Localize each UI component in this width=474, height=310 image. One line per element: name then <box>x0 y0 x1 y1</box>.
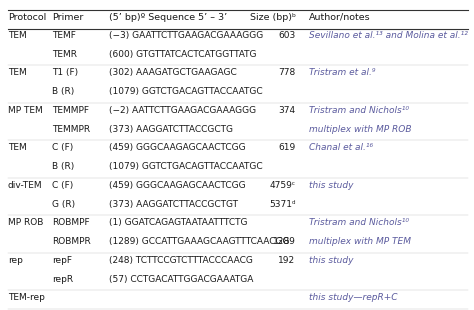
Text: TEM: TEM <box>8 69 27 78</box>
Text: div-TEM: div-TEM <box>8 181 43 190</box>
Text: MP ROB: MP ROB <box>8 219 44 228</box>
Text: T1 (F): T1 (F) <box>52 69 78 78</box>
Text: 1289: 1289 <box>273 237 295 246</box>
Text: C (F): C (F) <box>52 144 73 153</box>
Text: rep: rep <box>8 256 23 265</box>
Text: 5371ᵈ: 5371ᵈ <box>269 200 295 209</box>
Text: this study—repR+C: this study—repR+C <box>310 294 398 303</box>
Text: 619: 619 <box>278 144 295 153</box>
Text: repR: repR <box>52 275 73 284</box>
Text: multiplex with MP ROB: multiplex with MP ROB <box>310 125 412 134</box>
Text: (1079) GGTCTGACAGTTACCAATGC: (1079) GGTCTGACAGTTACCAATGC <box>109 87 263 96</box>
Text: this study: this study <box>310 181 354 190</box>
Text: TEMMPF: TEMMPF <box>52 106 89 115</box>
Text: (600) GTGTTATCACTCATGGTTATG: (600) GTGTTATCACTCATGGTTATG <box>109 50 257 59</box>
Text: Tristram and Nichols¹⁰: Tristram and Nichols¹⁰ <box>310 219 410 228</box>
Text: Protocol: Protocol <box>8 13 46 22</box>
Text: (−3) GAATTCTTGAAGACGAAAGGG: (−3) GAATTCTTGAAGACGAAAGGG <box>109 31 264 40</box>
Text: 374: 374 <box>278 106 295 115</box>
Text: (302) AAAGATGCTGAAGAGC: (302) AAAGATGCTGAAGAGC <box>109 69 237 78</box>
Text: TEMR: TEMR <box>52 50 77 59</box>
Text: B (R): B (R) <box>52 162 74 171</box>
Text: TEM: TEM <box>8 144 27 153</box>
Text: G (R): G (R) <box>52 200 75 209</box>
Text: 4759ᶜ: 4759ᶜ <box>269 181 295 190</box>
Text: repF: repF <box>52 256 72 265</box>
Text: MP TEM: MP TEM <box>8 106 43 115</box>
Text: 603: 603 <box>278 31 295 40</box>
Text: Tristram and Nichols¹⁰: Tristram and Nichols¹⁰ <box>310 106 410 115</box>
Text: 778: 778 <box>278 69 295 78</box>
Text: ROBMPF: ROBMPF <box>52 219 89 228</box>
Text: (248) TCTTCCGTCTTTACCCAACG: (248) TCTTCCGTCTTTACCCAACG <box>109 256 253 265</box>
Text: multiplex with MP TEM: multiplex with MP TEM <box>310 237 411 246</box>
Text: ROBMPR: ROBMPR <box>52 237 91 246</box>
Text: (373) AAGGATCTTACCGCTGT: (373) AAGGATCTTACCGCTGT <box>109 200 238 209</box>
Text: TEMF: TEMF <box>52 31 75 40</box>
Text: (57) CCTGACATTGGACGAAATGA: (57) CCTGACATTGGACGAAATGA <box>109 275 254 284</box>
Text: C (F): C (F) <box>52 181 73 190</box>
Text: (1079) GGTCTGACAGTTACCAATGC: (1079) GGTCTGACAGTTACCAATGC <box>109 162 263 171</box>
Text: this study: this study <box>310 256 354 265</box>
Text: Author/notes: Author/notes <box>310 13 371 22</box>
Text: (459) GGGCAAGAGCAACTCGG: (459) GGGCAAGAGCAACTCGG <box>109 181 246 190</box>
Text: (459) GGGCAAGAGCAACTCGG: (459) GGGCAAGAGCAACTCGG <box>109 144 246 153</box>
Text: TEM: TEM <box>8 31 27 40</box>
Text: (1289) GCCATTGAAAGCAAGTTTCAACGG: (1289) GCCATTGAAAGCAAGTTTCAACGG <box>109 237 290 246</box>
Text: (1) GGATCAGAGTAATAATTTCTG: (1) GGATCAGAGTAATAATTTCTG <box>109 219 248 228</box>
Text: (−2) AATTCTTGAAGACGAAAGGG: (−2) AATTCTTGAAGACGAAAGGG <box>109 106 256 115</box>
Text: Size (bp)ᵇ: Size (bp)ᵇ <box>249 13 295 22</box>
Text: Primer: Primer <box>52 13 83 22</box>
Text: 192: 192 <box>278 256 295 265</box>
Text: TEM-rep: TEM-rep <box>8 294 45 303</box>
Text: (373) AAGGATCTTACCGCTG: (373) AAGGATCTTACCGCTG <box>109 125 233 134</box>
Text: (5’ bp)º Sequence 5’ – 3’: (5’ bp)º Sequence 5’ – 3’ <box>109 13 228 22</box>
Text: Tristram et al.⁹: Tristram et al.⁹ <box>310 69 376 78</box>
Text: Chanal et al.¹⁶: Chanal et al.¹⁶ <box>310 144 374 153</box>
Text: B (R): B (R) <box>52 87 74 96</box>
Text: Sevillano et al.¹³ and Molina et al.¹²: Sevillano et al.¹³ and Molina et al.¹² <box>310 31 468 40</box>
Text: TEMMPR: TEMMPR <box>52 125 90 134</box>
